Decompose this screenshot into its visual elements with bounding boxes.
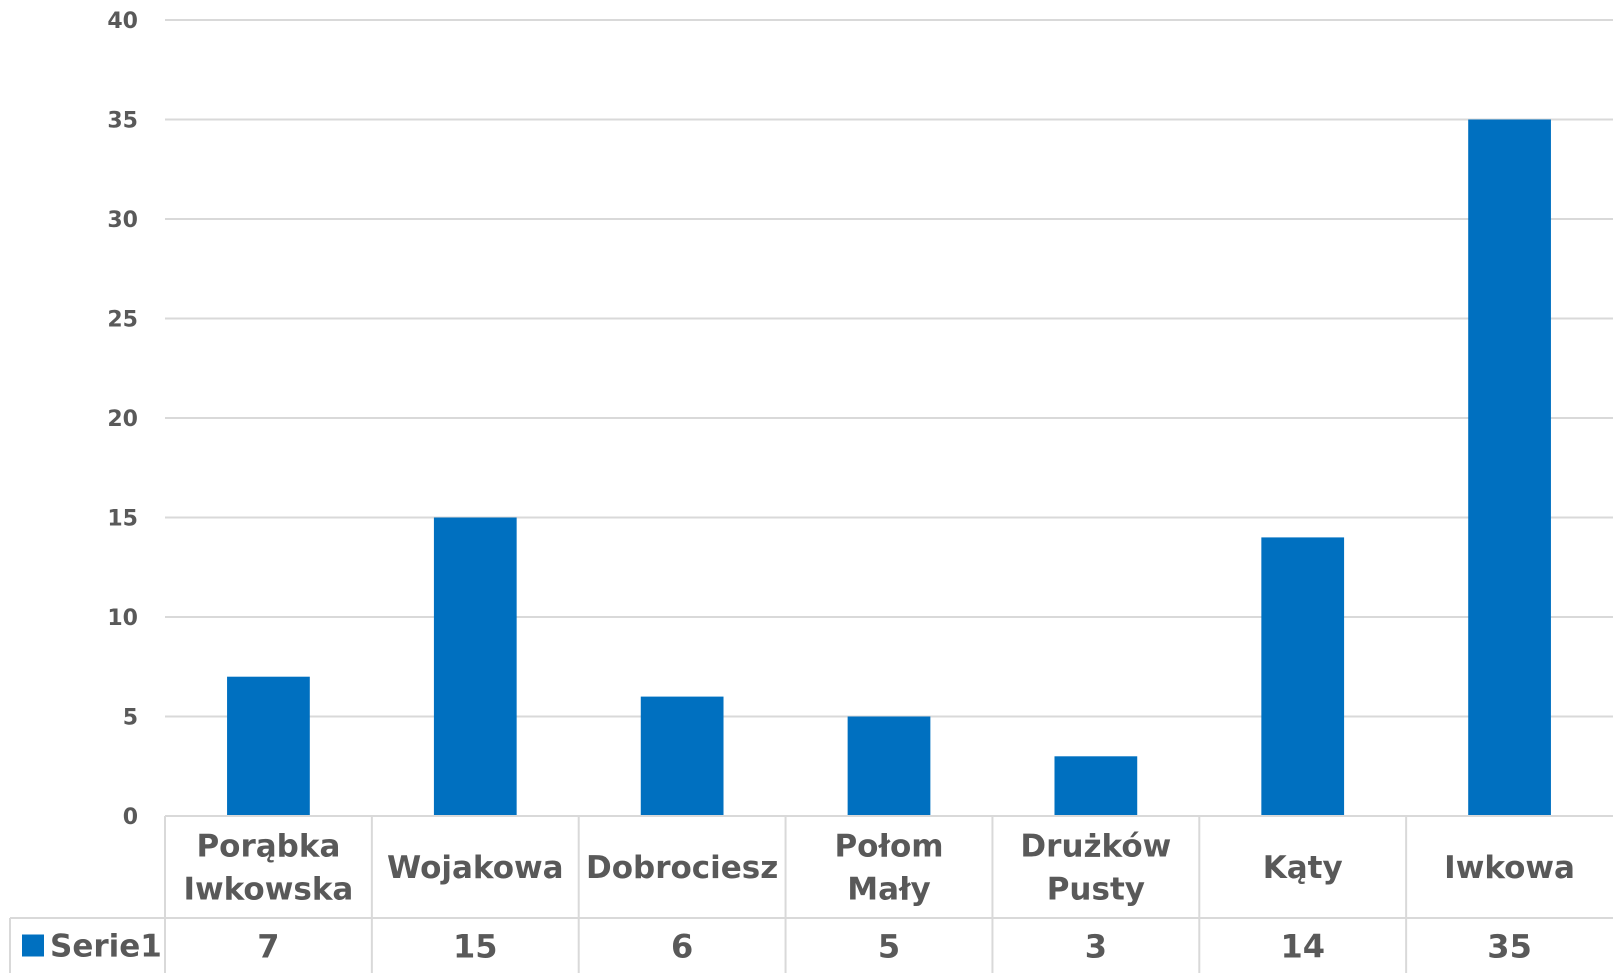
category-label: Drużków Pusty [1020, 829, 1171, 908]
y-tick-label: 10 [107, 606, 138, 631]
data-table-value: 5 [878, 928, 900, 966]
category-label: Porąbka Iwkowska [183, 829, 353, 908]
category-label-line: Połom [834, 829, 943, 865]
data-table-value: 3 [1085, 928, 1107, 966]
category-label: Dobrociesz [586, 850, 778, 886]
bar [1261, 537, 1345, 816]
data-table-value: 7 [257, 928, 279, 966]
category-label: Iwkowa [1444, 850, 1575, 886]
y-tick-label: 35 [107, 109, 138, 134]
legend-series-name: Serie1 [50, 929, 162, 965]
category-label: Kąty [1263, 850, 1343, 886]
y-tick-label: 40 [107, 9, 138, 34]
bar [1468, 119, 1551, 816]
category-label-line: Pusty [1047, 872, 1145, 908]
bar [1054, 756, 1138, 816]
y-tick-label: 0 [123, 805, 138, 830]
bar [227, 676, 310, 816]
category-label-line: Porąbka [196, 829, 340, 865]
y-tick-label: 30 [107, 208, 138, 233]
category-label-line: Iwkowa [1444, 850, 1575, 886]
category-label: Wojakowa [387, 850, 564, 886]
category-label-line: Drużków [1020, 829, 1171, 865]
category-label-line: Iwkowska [183, 872, 353, 908]
category-label: Połom Mały [834, 829, 943, 908]
bar [847, 716, 931, 816]
y-tick-label: 5 [123, 706, 138, 731]
bar [640, 696, 724, 816]
data-table-value: 35 [1487, 928, 1532, 966]
category-label-line: Dobrociesz [586, 850, 778, 886]
category-label-line: Mały [847, 872, 930, 908]
legend-swatch [22, 934, 44, 957]
y-tick-label: 15 [107, 507, 138, 532]
y-tick-label: 20 [107, 407, 138, 432]
data-table-value: 15 [453, 928, 498, 966]
category-label-line: Kąty [1263, 850, 1343, 886]
y-tick-label: 25 [107, 308, 138, 333]
bar [433, 517, 517, 816]
category-label-line: Wojakowa [387, 850, 564, 886]
data-table-value: 14 [1280, 928, 1325, 966]
data-table-value: 6 [671, 928, 693, 966]
